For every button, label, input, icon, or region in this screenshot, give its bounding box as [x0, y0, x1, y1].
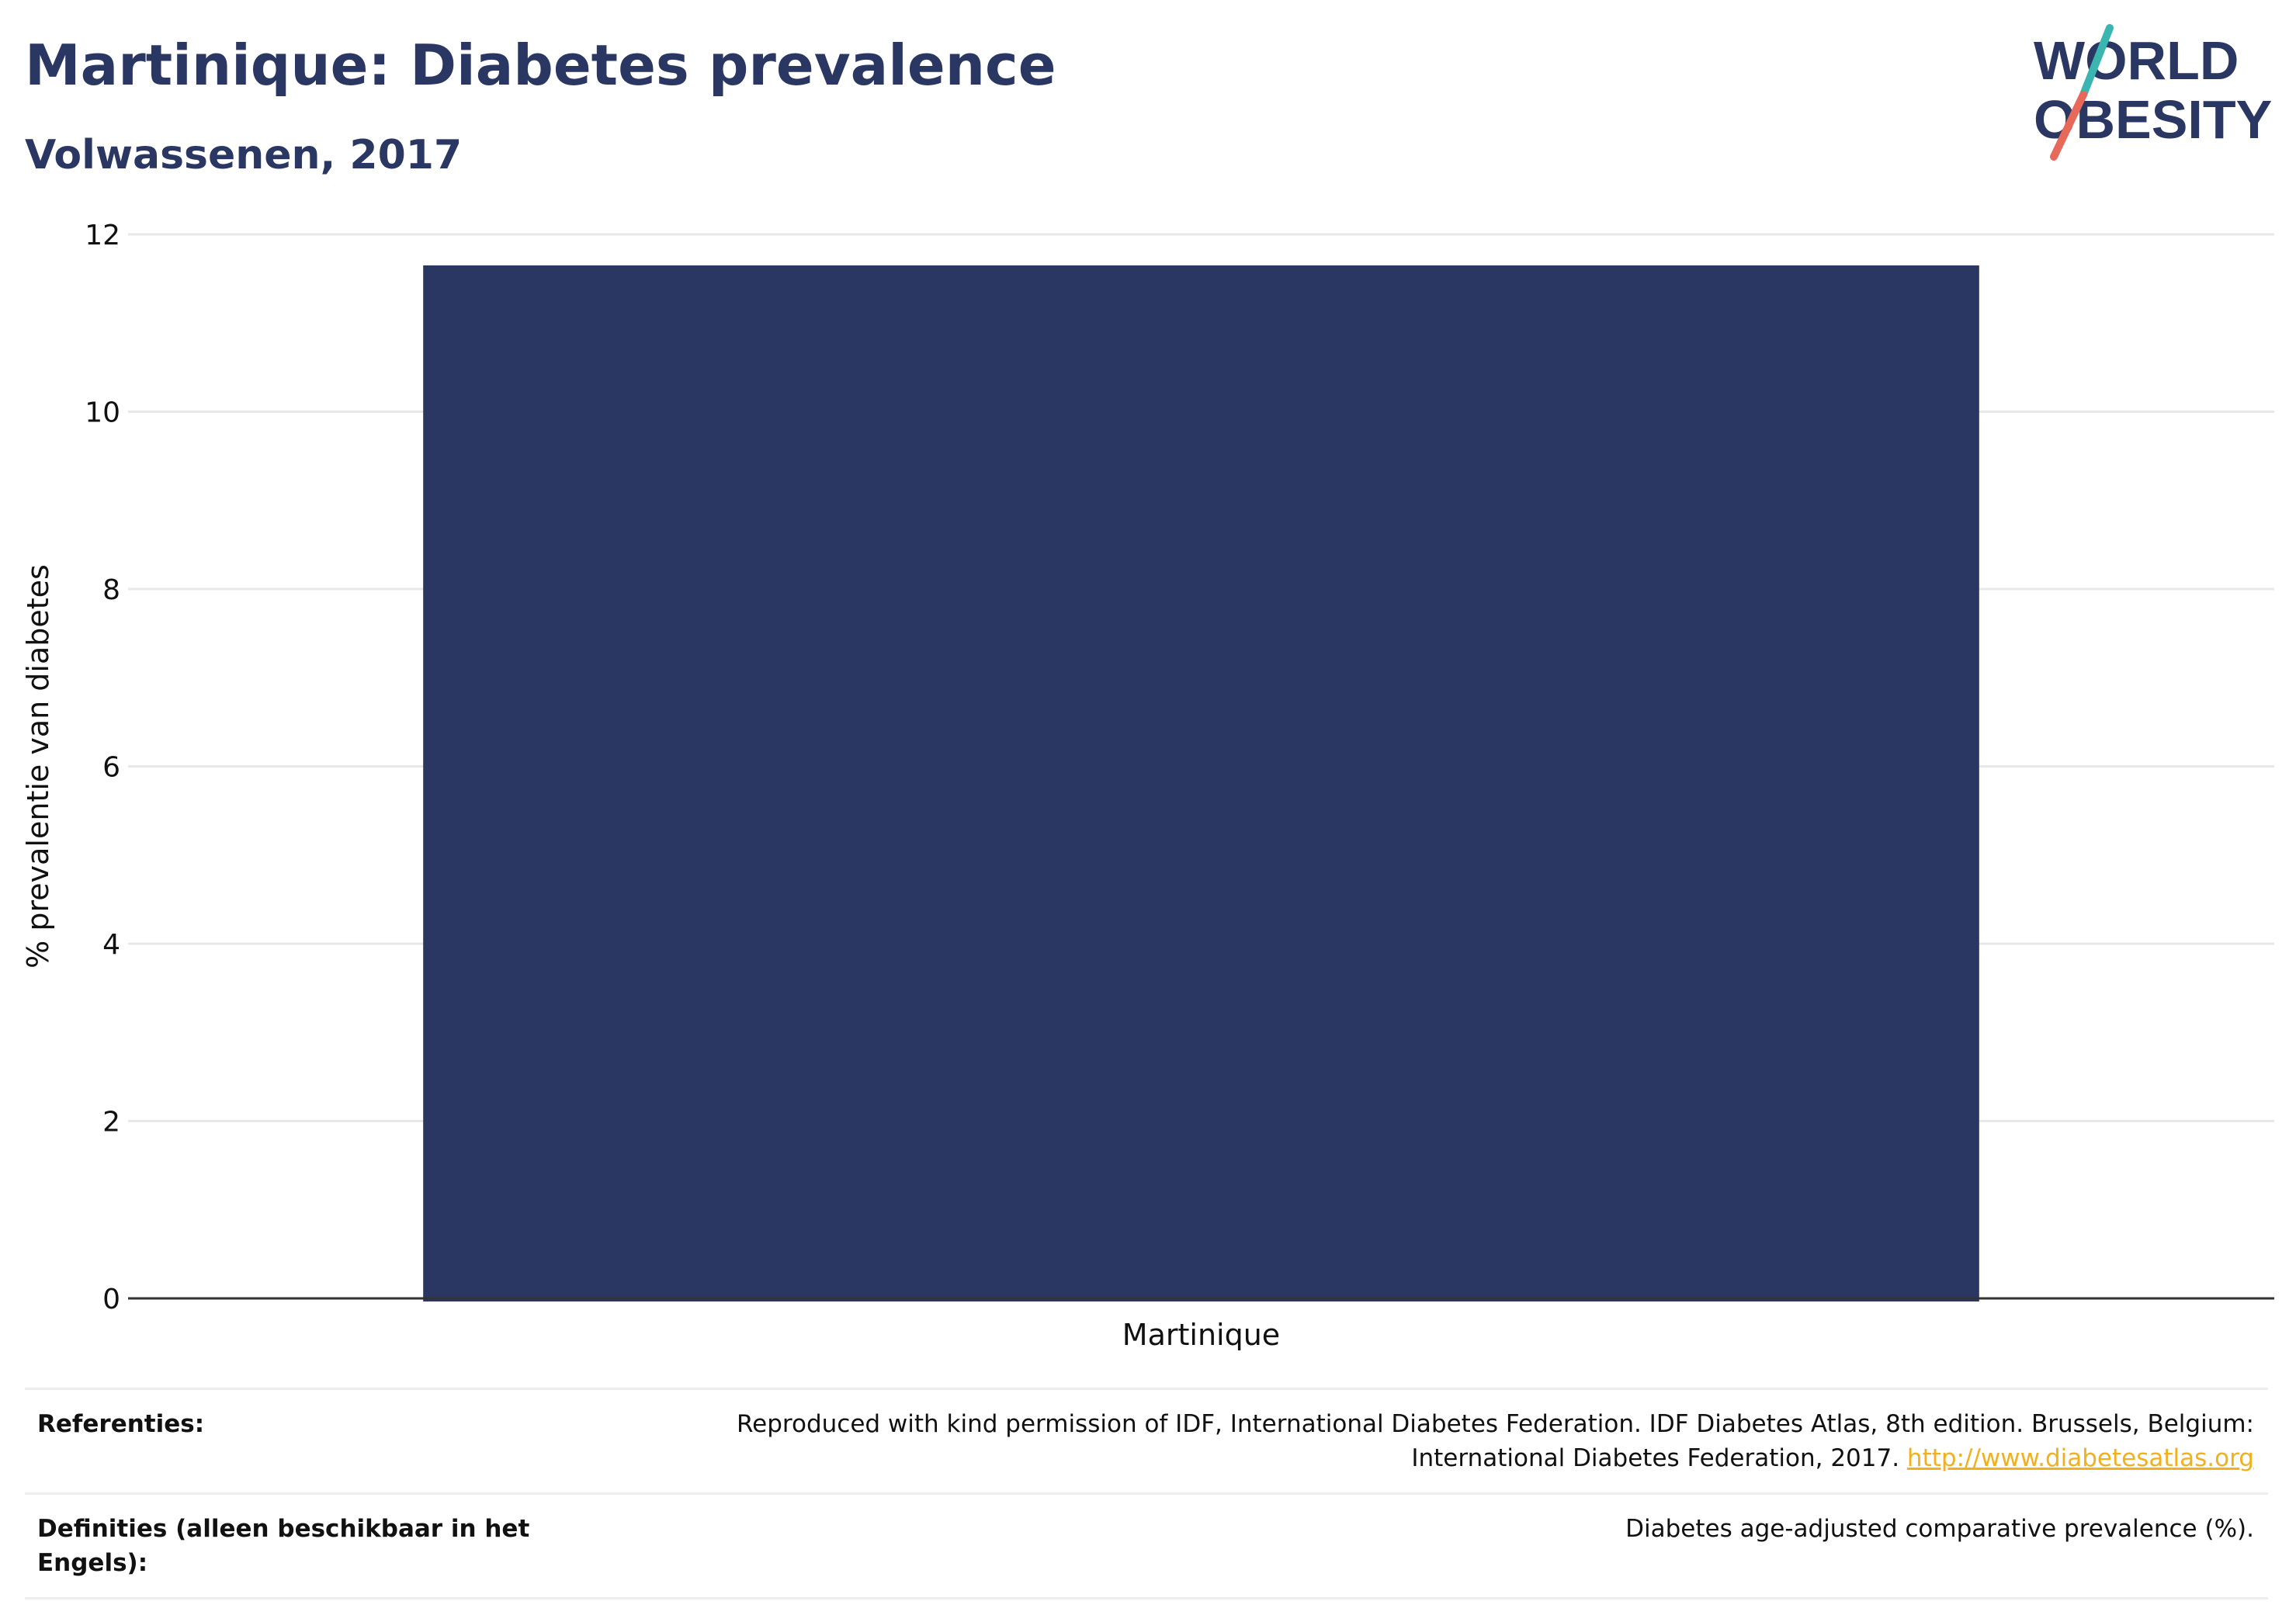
y-tick-label: 6 [102, 752, 120, 784]
references-text: Reproduced with kind permission of IDF, … [737, 1410, 2254, 1472]
y-tick-label: 0 [102, 1284, 120, 1315]
y-tick-label: 10 [85, 397, 120, 429]
diabetesatlas-link[interactable]: http://www.diabetesatlas.org [1906, 1444, 2254, 1472]
world-obesity-logo: WORLD OBESITY [2034, 24, 2272, 161]
references-row: Referenties: Reproduced with kind permis… [25, 1388, 2268, 1492]
definitions-row: Definities (alleen beschikbaar in het En… [25, 1492, 2268, 1599]
y-tick-label: 2 [102, 1107, 120, 1139]
chart-title: Martinique: Diabetes prevalence [25, 33, 1056, 98]
x-tick-label: Martinique [1122, 1318, 1280, 1350]
definitions-label: Definities (alleen beschikbaar in het En… [37, 1515, 530, 1577]
logo-slash-bottom [2050, 91, 2087, 161]
bars [423, 265, 1979, 1301]
references-table: Referenties: Reproduced with kind permis… [25, 1388, 2268, 1599]
y-tick-label: 12 [85, 220, 120, 251]
references-label: Referenties: [37, 1410, 205, 1438]
logo-text-world: WORLD [2034, 30, 2239, 91]
references-text-block: Reproduced with kind permission of IDF, … [702, 1407, 2254, 1475]
y-tick-label: 4 [102, 929, 120, 961]
bar-martinique[interactable] [423, 265, 1979, 1301]
x-axis-ticks: Martinique [1122, 1318, 1280, 1350]
chart-subtitle: Volwassenen, 2017 [25, 132, 463, 178]
logo-slash-top [2079, 24, 2114, 99]
y-axis-ticks: 0 2 4 6 8 10 12 [85, 220, 120, 1315]
y-axis-label: % prevalentie van diabetes [21, 564, 55, 969]
definitions-text: Diabetes age-adjusted comparative preval… [1625, 1515, 2254, 1543]
y-tick-label: 8 [102, 574, 120, 606]
bar-chart: 0 2 4 6 8 10 12 Martinique % prevalentie van d… [21, 220, 2274, 1350]
